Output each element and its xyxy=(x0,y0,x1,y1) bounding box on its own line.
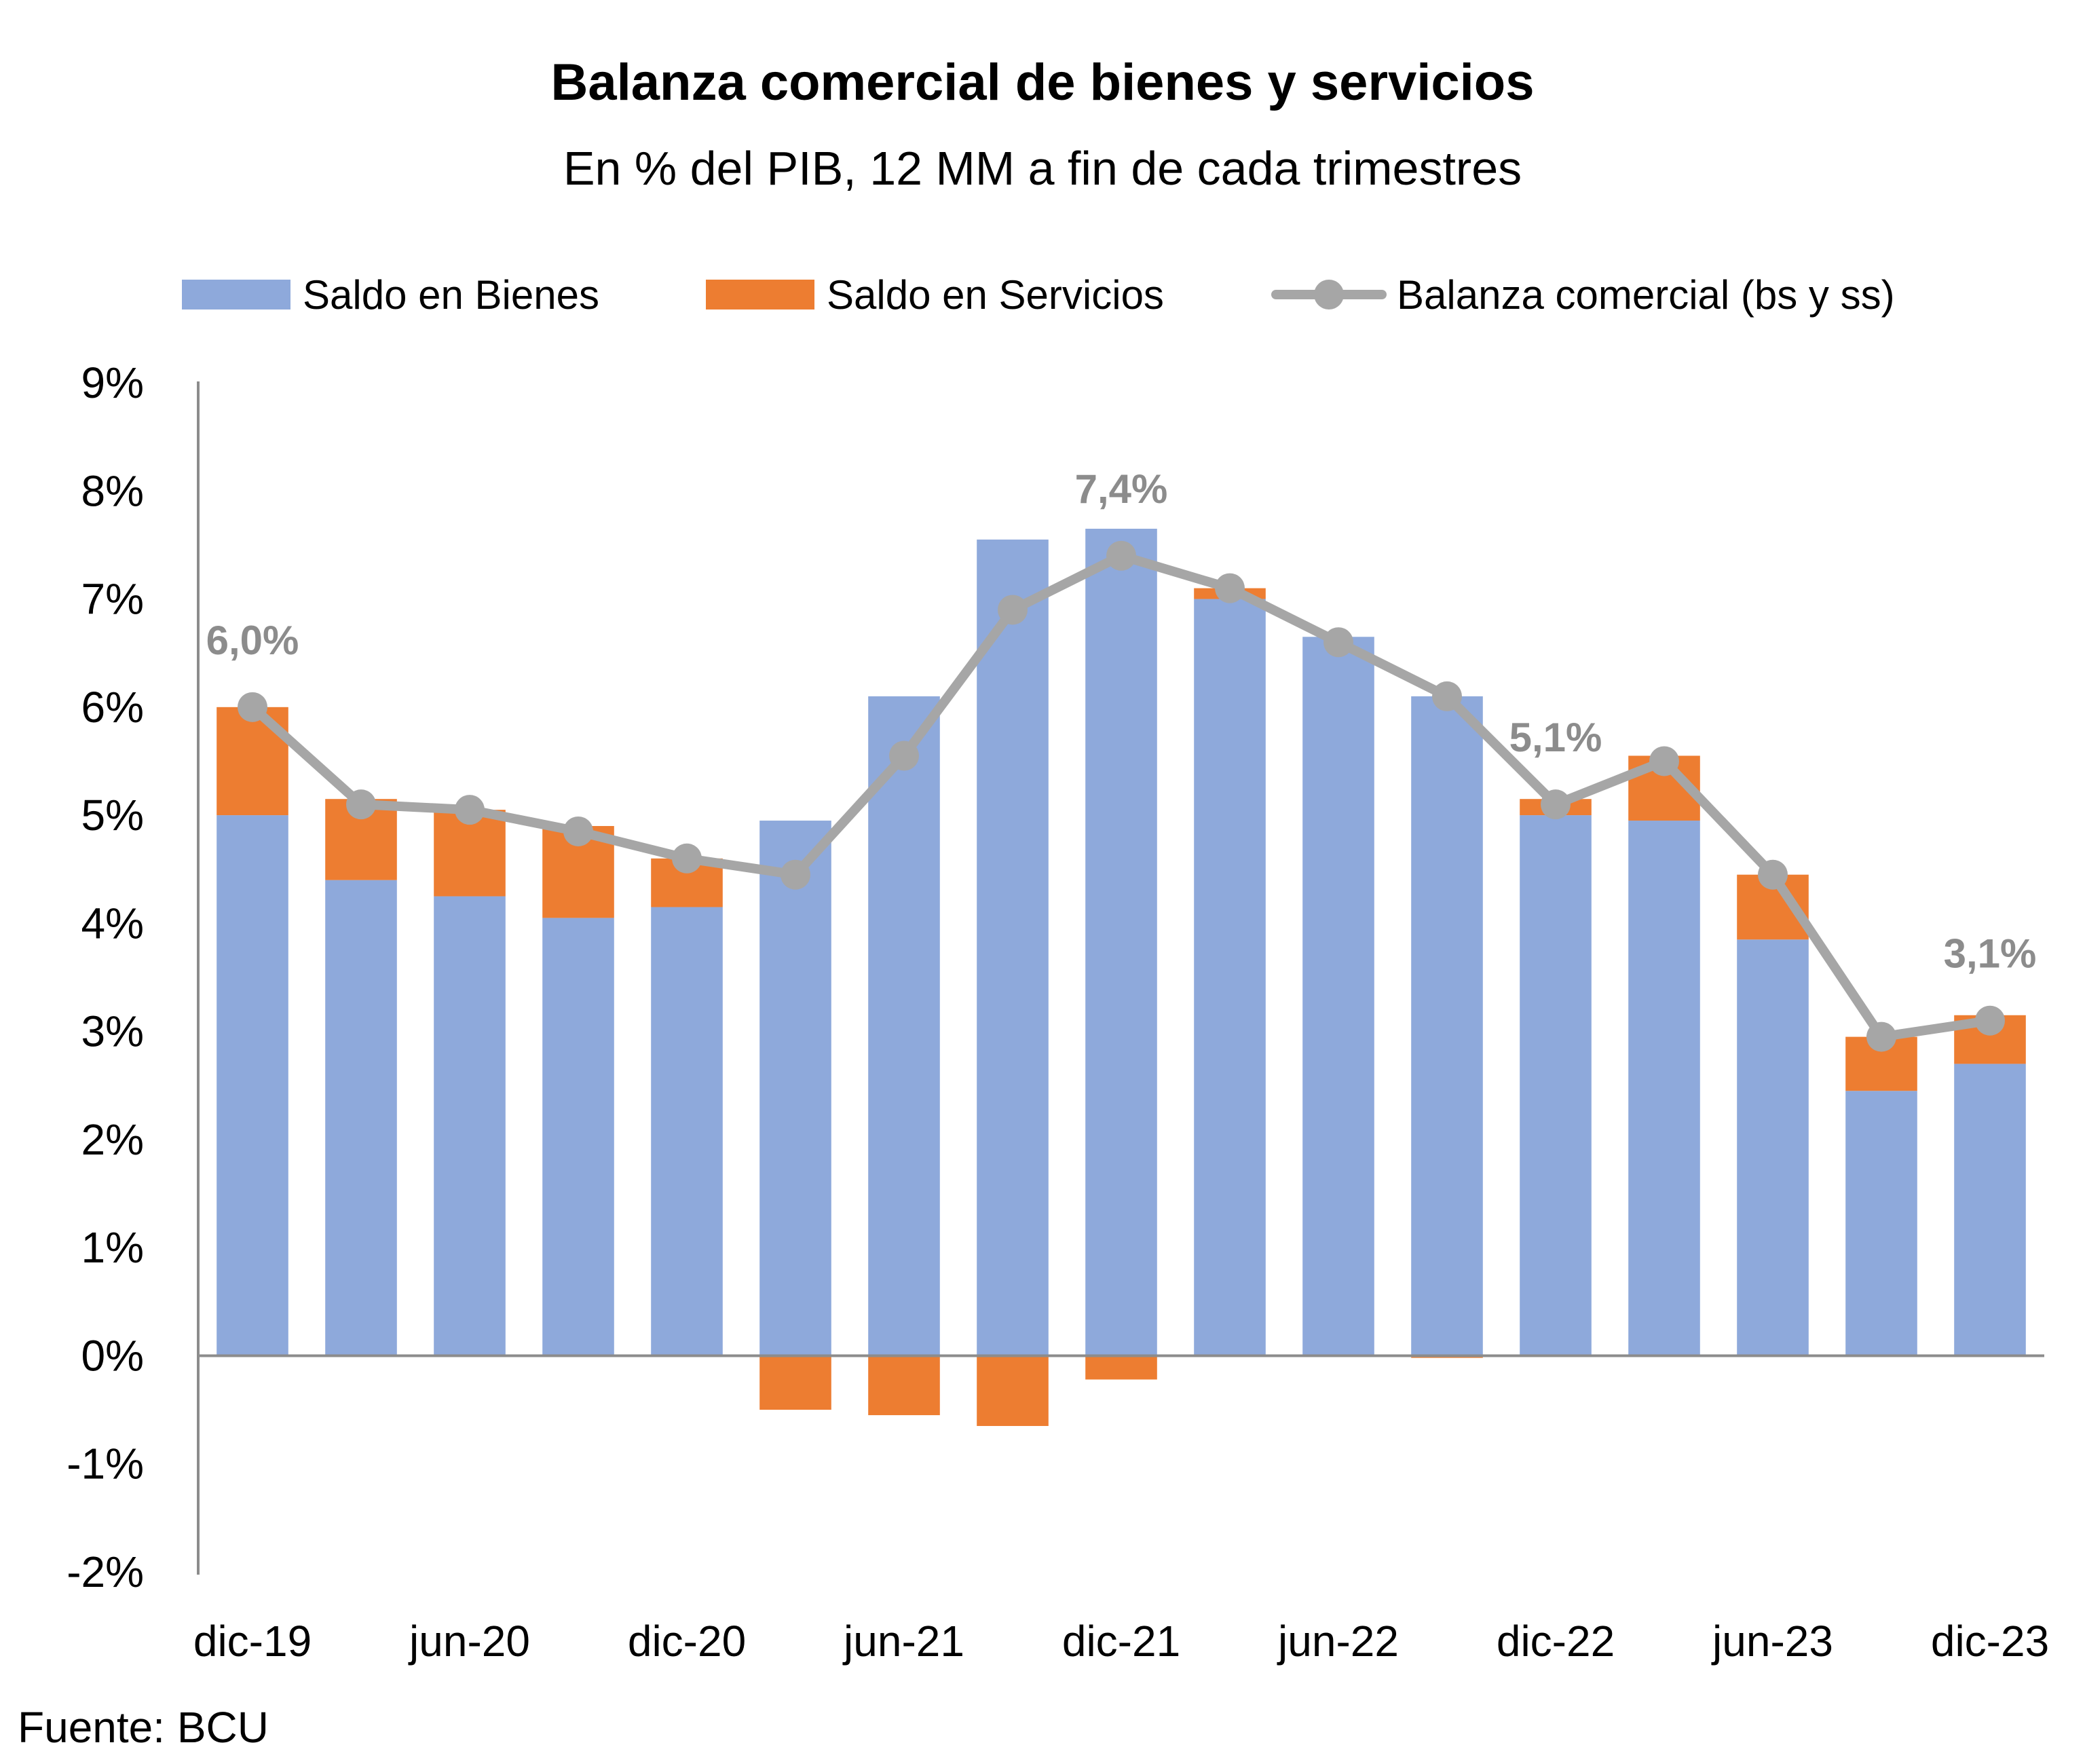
balanza-point xyxy=(672,843,702,874)
bar-servicios xyxy=(977,1355,1049,1426)
data-label: 7,4% xyxy=(1075,466,1168,512)
bar-bienes xyxy=(1302,637,1374,1356)
balanza-point xyxy=(889,740,919,771)
bar-bienes xyxy=(325,880,397,1356)
bar-bienes xyxy=(1194,599,1266,1356)
y-tick-label: 3% xyxy=(81,1007,145,1056)
balanza-point xyxy=(1649,746,1679,776)
bars-layer xyxy=(217,529,2026,1426)
bar-servicios xyxy=(1085,1355,1157,1380)
legend-label-bienes: Saldo en Bienes xyxy=(303,272,599,318)
x-tick-label: jun-23 xyxy=(1711,1617,1833,1666)
y-tick-label: 8% xyxy=(81,466,145,515)
bar-bienes xyxy=(651,907,723,1356)
bar-bienes xyxy=(977,539,1049,1356)
balanza-point xyxy=(1758,859,1788,890)
x-tick-label: dic-22 xyxy=(1497,1617,1615,1666)
x-tick-label: jun-22 xyxy=(1277,1617,1399,1666)
y-tick-label: 1% xyxy=(81,1223,145,1272)
bar-servicios xyxy=(868,1355,940,1416)
legend-marker-balanza xyxy=(1314,280,1344,309)
data-label: 5,1% xyxy=(1509,715,1602,760)
x-tick-label: jun-20 xyxy=(408,1617,530,1666)
bar-bienes xyxy=(1737,939,1809,1356)
y-tick-label: 5% xyxy=(81,791,145,840)
balanza-point xyxy=(1106,540,1136,571)
source-note: Fuente: BCU xyxy=(18,1703,269,1752)
legend-swatch-servicios xyxy=(706,280,814,309)
y-tick-label: 9% xyxy=(81,358,145,407)
bar-bienes xyxy=(1520,815,1592,1356)
bar-bienes xyxy=(542,918,614,1356)
x-tick-label: jun-21 xyxy=(842,1617,964,1666)
legend: Saldo en Bienes Saldo en Servicios Balanza… xyxy=(182,272,1895,318)
bar-bienes xyxy=(434,896,506,1356)
balanza-point xyxy=(1975,1005,2005,1036)
bar-bienes xyxy=(868,696,940,1356)
bar-bienes xyxy=(1954,1064,2026,1356)
x-tick-label: dic-19 xyxy=(193,1617,312,1666)
balanza-point xyxy=(1215,573,1245,603)
y-tick-label: 7% xyxy=(81,575,145,624)
balanza-point xyxy=(1323,627,1353,658)
legend-label-servicios: Saldo en Servicios xyxy=(827,272,1164,318)
balanza-point xyxy=(455,795,485,825)
chart-title: Balanza comercial de bienes y servicios xyxy=(550,54,1535,111)
data-label: 3,1% xyxy=(1944,931,2037,977)
y-tick-label: 2% xyxy=(81,1115,145,1164)
chart-subtitle: En % del PIB, 12 MM a fin de cada trimes… xyxy=(563,142,1522,195)
axes-layer: 9% 8% 7% 6% 5% 4% 3% 2% 1% 0% -1% -2% dic-19 jun-20 di… xyxy=(67,358,2049,1666)
bar-bienes xyxy=(1845,1091,1917,1356)
bar-bienes xyxy=(1085,529,1157,1356)
y-tick-label: -2% xyxy=(67,1547,144,1596)
balanza-point xyxy=(1866,1021,1896,1052)
legend-label-balanza: Balanza comercial (bs y ss) xyxy=(1397,272,1895,318)
x-tick-label: dic-23 xyxy=(1931,1617,2049,1666)
balanza-point xyxy=(563,816,593,846)
balanza-point xyxy=(346,789,376,820)
bar-bienes xyxy=(1628,821,1700,1356)
balanza-point xyxy=(1541,789,1571,820)
balanza-point xyxy=(781,859,810,890)
bar-bienes xyxy=(217,815,288,1356)
y-tick-label: 0% xyxy=(81,1331,145,1380)
bar-servicios xyxy=(759,1355,831,1410)
bar-bienes xyxy=(1411,696,1483,1356)
x-tick-label: dic-20 xyxy=(628,1617,746,1666)
balanza-point xyxy=(998,595,1028,625)
data-label: 6,0% xyxy=(206,618,299,663)
y-tick-label: 4% xyxy=(81,899,145,947)
legend-swatch-bienes xyxy=(182,280,290,309)
line-layer xyxy=(238,540,2005,1052)
y-tick-label: -1% xyxy=(67,1440,144,1488)
bar-bienes xyxy=(759,821,831,1356)
balanza-point xyxy=(238,692,267,722)
balanza-point xyxy=(1432,681,1462,711)
y-tick-label: 6% xyxy=(81,683,145,732)
labels-layer: 6,0% 7,4% 5,1% 3,1% xyxy=(206,466,2037,977)
x-tick-label: dic-21 xyxy=(1062,1617,1180,1666)
